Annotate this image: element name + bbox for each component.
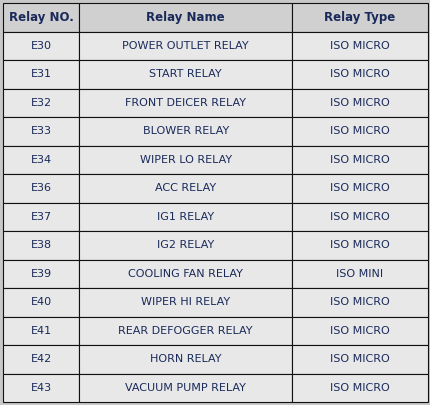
Bar [291, 373, 427, 402]
Text: E31: E31 [31, 69, 52, 79]
Bar [3, 174, 79, 202]
Text: E42: E42 [31, 354, 52, 364]
Text: ISO MINI: ISO MINI [336, 269, 383, 279]
Bar [291, 117, 427, 145]
Bar [3, 32, 79, 60]
Text: WIPER LO RELAY: WIPER LO RELAY [139, 155, 231, 165]
Bar [3, 288, 79, 316]
Text: ISO MICRO: ISO MICRO [329, 383, 389, 393]
Text: ISO MICRO: ISO MICRO [329, 212, 389, 222]
Text: ISO MICRO: ISO MICRO [329, 354, 389, 364]
Bar [79, 89, 291, 117]
Bar [79, 373, 291, 402]
Bar [79, 32, 291, 60]
Text: Relay NO.: Relay NO. [9, 11, 74, 24]
Text: IG2 RELAY: IG2 RELAY [157, 240, 214, 250]
Text: E43: E43 [31, 383, 52, 393]
Text: FRONT DEICER RELAY: FRONT DEICER RELAY [125, 98, 246, 108]
Bar [79, 345, 291, 373]
Text: E36: E36 [31, 183, 52, 193]
Bar [291, 345, 427, 373]
Bar [79, 117, 291, 145]
Bar [79, 145, 291, 174]
Bar [291, 3, 427, 32]
Text: E34: E34 [31, 155, 52, 165]
Bar [291, 316, 427, 345]
Text: Relay Type: Relay Type [324, 11, 395, 24]
Bar [3, 316, 79, 345]
Bar [79, 60, 291, 89]
Text: E32: E32 [31, 98, 52, 108]
Bar [291, 89, 427, 117]
Bar [79, 288, 291, 316]
Bar [291, 202, 427, 231]
Bar [3, 89, 79, 117]
Bar [79, 3, 291, 32]
Bar [79, 231, 291, 260]
Bar [291, 145, 427, 174]
Bar [291, 231, 427, 260]
Text: ACC RELAY: ACC RELAY [155, 183, 216, 193]
Bar [79, 260, 291, 288]
Text: E38: E38 [31, 240, 52, 250]
Text: START RELAY: START RELAY [149, 69, 221, 79]
Text: ISO MICRO: ISO MICRO [329, 69, 389, 79]
Text: ISO MICRO: ISO MICRO [329, 297, 389, 307]
Text: HORN RELAY: HORN RELAY [150, 354, 221, 364]
Text: WIPER HI RELAY: WIPER HI RELAY [141, 297, 230, 307]
Bar [79, 202, 291, 231]
Bar [3, 3, 79, 32]
Bar [3, 202, 79, 231]
Bar [3, 345, 79, 373]
Text: E40: E40 [31, 297, 52, 307]
Text: REAR DEFOGGER RELAY: REAR DEFOGGER RELAY [118, 326, 252, 336]
Bar [79, 174, 291, 202]
Text: E37: E37 [31, 212, 52, 222]
Bar [79, 316, 291, 345]
Text: E30: E30 [31, 41, 52, 51]
Text: IG1 RELAY: IG1 RELAY [157, 212, 214, 222]
Text: E39: E39 [31, 269, 52, 279]
Text: ISO MICRO: ISO MICRO [329, 98, 389, 108]
Text: BLOWER RELAY: BLOWER RELAY [142, 126, 228, 136]
Text: ISO MICRO: ISO MICRO [329, 183, 389, 193]
Text: E41: E41 [31, 326, 52, 336]
Bar [291, 32, 427, 60]
Bar [291, 260, 427, 288]
Text: Relay Name: Relay Name [146, 11, 224, 24]
Text: ISO MICRO: ISO MICRO [329, 240, 389, 250]
Text: VACUUM PUMP RELAY: VACUUM PUMP RELAY [125, 383, 246, 393]
Bar [3, 373, 79, 402]
Bar [291, 288, 427, 316]
Bar [3, 231, 79, 260]
Bar [291, 60, 427, 89]
Text: COOLING FAN RELAY: COOLING FAN RELAY [128, 269, 243, 279]
Text: E33: E33 [31, 126, 52, 136]
Bar [3, 260, 79, 288]
Bar [3, 117, 79, 145]
Text: ISO MICRO: ISO MICRO [329, 326, 389, 336]
Text: ISO MICRO: ISO MICRO [329, 126, 389, 136]
Text: ISO MICRO: ISO MICRO [329, 155, 389, 165]
Bar [291, 174, 427, 202]
Text: ISO MICRO: ISO MICRO [329, 41, 389, 51]
Text: POWER OUTLET RELAY: POWER OUTLET RELAY [122, 41, 249, 51]
Bar [3, 60, 79, 89]
Bar [3, 145, 79, 174]
